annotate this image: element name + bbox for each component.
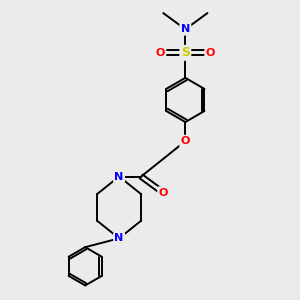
Text: O: O [156,48,165,58]
Text: O: O [181,136,190,146]
Text: N: N [115,172,124,182]
Text: N: N [115,233,124,243]
Text: N: N [181,24,190,34]
Text: O: O [159,188,168,198]
Text: O: O [206,48,215,58]
Text: S: S [181,46,190,59]
